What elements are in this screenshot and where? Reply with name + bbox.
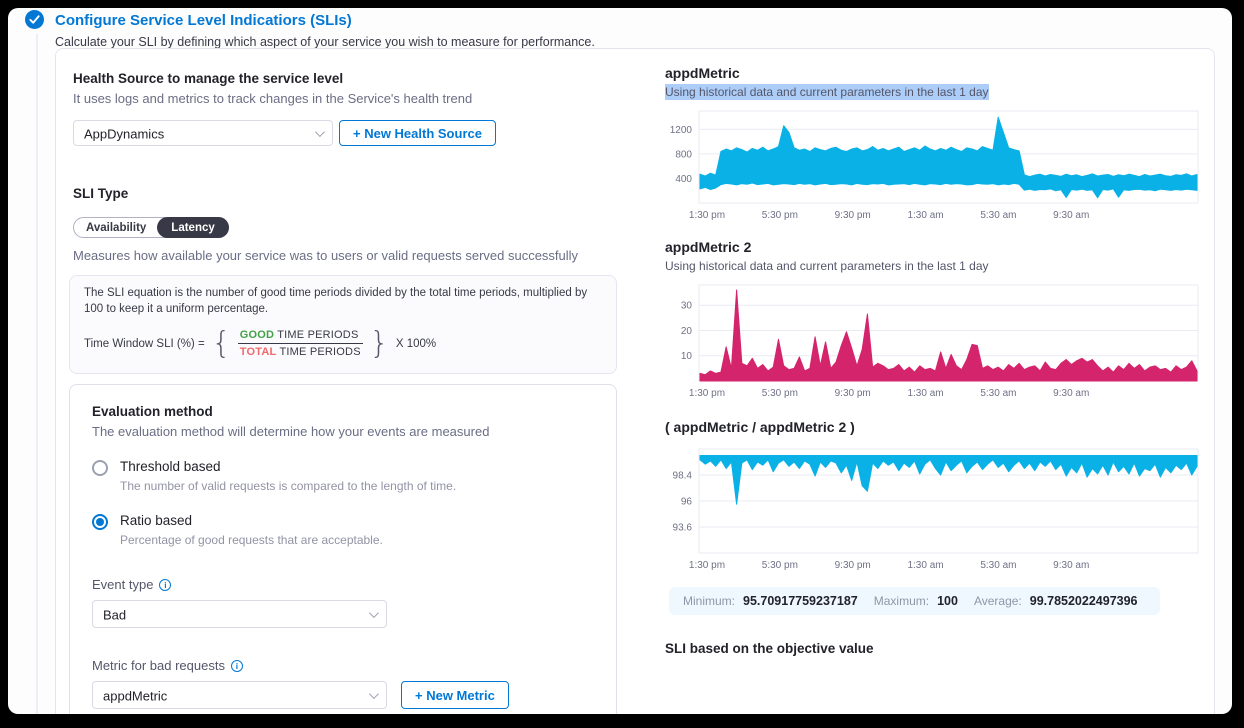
svg-text:10: 10 xyxy=(681,351,693,362)
ratio-chart-title: ( appdMetric / appdMetric 2 ) xyxy=(665,419,855,435)
svg-text:30: 30 xyxy=(681,301,693,312)
sli-type-latency[interactable]: Latency xyxy=(157,217,229,238)
svg-text:5:30 pm: 5:30 pm xyxy=(762,560,798,571)
ratio-based-option[interactable]: Ratio based Percentage of good requests … xyxy=(92,513,594,547)
svg-text:1:30 pm: 1:30 pm xyxy=(689,388,725,399)
svg-text:1:30 am: 1:30 am xyxy=(907,388,943,399)
chevron-down-icon xyxy=(314,126,325,137)
page: Configure Service Level Indicatiors (SLI… xyxy=(8,8,1232,714)
threshold-label: Threshold based xyxy=(120,459,221,475)
ratio-label: Ratio based xyxy=(120,513,193,529)
total-term: TOTAL xyxy=(239,346,277,359)
threshold-description: The number of valid requests is compared… xyxy=(120,479,457,494)
evaluation-method-label: Evaluation method xyxy=(92,404,213,420)
formula-prefix: Time Window SLI (%) = xyxy=(84,337,205,350)
event-type-select[interactable]: Bad xyxy=(92,600,387,629)
sli-type-toggle: Availability Latency xyxy=(73,217,229,238)
numerator-rest: TIME PERIODS xyxy=(277,329,359,342)
ratio-radio[interactable] xyxy=(92,514,108,531)
svg-text:5:30 pm: 5:30 pm xyxy=(762,210,798,221)
svg-text:1200: 1200 xyxy=(670,125,693,136)
new-health-source-button[interactable]: + New Health Source xyxy=(339,120,496,146)
svg-text:5:30 am: 5:30 am xyxy=(980,388,1016,399)
threshold-based-option[interactable]: Threshold based The number of valid requ… xyxy=(92,459,594,493)
stepper-line xyxy=(36,34,38,714)
ratio-description: Percentage of good requests that are acc… xyxy=(120,533,383,548)
appdmetric2-chart-subtitle: Using historical data and current parame… xyxy=(665,259,989,273)
svg-text:9:30 pm: 9:30 pm xyxy=(835,560,871,571)
metric-bad-select[interactable]: appdMetric xyxy=(92,681,387,710)
appdmetric-chart-title: appdMetric xyxy=(665,65,740,81)
svg-text:1:30 pm: 1:30 pm xyxy=(689,210,725,221)
close-brace: } xyxy=(369,326,389,362)
chevron-down-icon xyxy=(368,688,379,699)
svg-text:9:30 pm: 9:30 pm xyxy=(835,388,871,399)
svg-text:1:30 am: 1:30 am xyxy=(907,210,943,221)
maximum-value: 100 xyxy=(937,594,958,608)
good-term: GOOD xyxy=(239,329,275,342)
info-icon[interactable] xyxy=(230,659,243,672)
svg-text:98.4: 98.4 xyxy=(673,471,693,482)
appdmetric-chart-subtitle: Using historical data and current parame… xyxy=(665,84,1205,100)
formula-suffix: X 100% xyxy=(395,337,437,350)
sli-objective-title: SLI based on the objective value xyxy=(665,641,874,656)
event-type-label: Event type xyxy=(92,577,154,593)
svg-text:96: 96 xyxy=(681,497,693,508)
svg-text:9:30 am: 9:30 am xyxy=(1053,388,1089,399)
average-value: 99.7852022497396 xyxy=(1029,594,1138,608)
selected-text-highlight: Using historical data and current parame… xyxy=(665,84,989,100)
appdmetric2-chart-title: appdMetric 2 xyxy=(665,239,752,255)
new-metric-bad-button[interactable]: + New Metric xyxy=(401,681,509,710)
metric-bad-label: Metric for bad requests xyxy=(92,658,225,674)
health-source-label: Health Source to manage the service leve… xyxy=(73,71,344,86)
svg-text:5:30 am: 5:30 am xyxy=(980,210,1016,221)
sli-type-availability[interactable]: Availability xyxy=(86,221,147,234)
sli-config-card: Health Source to manage the service leve… xyxy=(55,48,1215,714)
info-icon[interactable] xyxy=(159,578,172,591)
svg-text:93.6: 93.6 xyxy=(673,523,693,534)
sli-equation-formula: Time Window SLI (%) = { GOOD TIME PERIOD… xyxy=(84,326,602,361)
sli-type-label: SLI Type xyxy=(73,186,129,201)
svg-text:9:30 am: 9:30 am xyxy=(1053,210,1089,221)
sli-type-description: Measures how available your service was … xyxy=(73,248,579,263)
appdmetric2-chart-plot: 10 20 30 1:30 pm 5:30 pm 9:30 pm 1:30 am 5:30 a… xyxy=(681,284,1199,399)
sli-stats-bar: Minimum: 95.70917759237187 Maximum: 100 … xyxy=(669,587,1160,615)
open-brace: { xyxy=(211,326,231,362)
svg-text:9:30 am: 9:30 am xyxy=(1053,560,1089,571)
threshold-radio[interactable] xyxy=(92,460,108,477)
maximum-label: Maximum: xyxy=(873,594,930,608)
page-title: Configure Service Level Indicatiors (SLI… xyxy=(55,12,352,29)
sli-equation-box: The SLI equation is the number of good t… xyxy=(69,275,617,375)
health-source-value: AppDynamics xyxy=(84,126,165,141)
svg-text:400: 400 xyxy=(675,174,692,185)
health-source-description: It uses logs and metrics to track change… xyxy=(73,91,473,106)
average-label: Average: xyxy=(973,594,1022,608)
svg-text:5:30 pm: 5:30 pm xyxy=(762,388,798,399)
page-subtitle: Calculate your SLI by defining which asp… xyxy=(55,35,595,49)
svg-text:1:30 am: 1:30 am xyxy=(907,560,943,571)
evaluation-method-description: The evaluation method will determine how… xyxy=(92,424,490,440)
event-type-value: Bad xyxy=(103,607,127,623)
svg-text:800: 800 xyxy=(675,149,692,160)
ratio-chart-plot: 93.6 96 98.4 1:30 pm 5:30 pm 9:30 pm 1:30 am 5:… xyxy=(673,448,1199,571)
minimum-value: 95.70917759237187 xyxy=(743,594,858,608)
health-source-select[interactable]: AppDynamics xyxy=(73,120,333,146)
svg-text:9:30 pm: 9:30 pm xyxy=(835,210,871,221)
evaluation-method-box: Evaluation method The evaluation method … xyxy=(69,384,617,714)
charts-panel: appdMetric Using historical data and cur… xyxy=(665,49,1205,656)
sli-form: Health Source to manage the service leve… xyxy=(69,49,617,714)
denominator-rest: TIME PERIODS xyxy=(279,346,361,359)
step-header: Configure Service Level Indicatiors (SLI… xyxy=(25,10,595,49)
chevron-down-icon xyxy=(368,607,379,618)
sli-equation-text: The SLI equation is the number of good t… xyxy=(84,287,588,315)
svg-text:5:30 am: 5:30 am xyxy=(980,560,1016,571)
metric-bad-value: appdMetric xyxy=(103,688,168,704)
svg-text:20: 20 xyxy=(681,326,693,337)
appdmetric-chart-plot: 400 800 1200 1:30 pm 5:30 pm 9:30 pm 1:30 am 5:… xyxy=(670,110,1199,221)
minimum-label: Minimum: xyxy=(683,594,736,608)
svg-text:1:30 pm: 1:30 pm xyxy=(689,560,725,571)
step-complete-check-icon xyxy=(25,10,44,49)
